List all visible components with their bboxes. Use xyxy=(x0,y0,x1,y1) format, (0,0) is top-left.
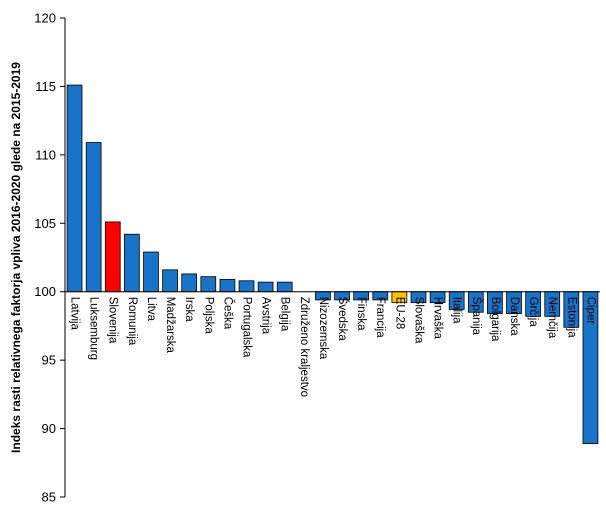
bar xyxy=(66,84,83,293)
category-label: Bolgarija xyxy=(489,297,501,342)
category-label: Ciper xyxy=(584,297,596,325)
category-label: Estonija xyxy=(565,297,577,339)
category-label: Portugalska xyxy=(240,297,252,358)
category-label: Litva xyxy=(145,297,157,322)
bar xyxy=(200,276,217,293)
category-label: Francija xyxy=(374,297,386,339)
category-label: Hrvaška xyxy=(432,297,444,340)
bars xyxy=(66,84,599,445)
y-tick-label: 95 xyxy=(42,353,56,368)
y-tick-label: 100 xyxy=(34,284,56,299)
y-tick-label: 85 xyxy=(42,490,56,505)
category-label: Irska xyxy=(183,297,195,323)
category-label: Nizozemska xyxy=(317,297,329,360)
category-label: Luksemburg xyxy=(88,297,100,360)
category-labels: Latvija Luksemburg Slovenija Romunija Litva M… xyxy=(69,297,597,397)
bar xyxy=(143,251,159,293)
bar xyxy=(276,281,293,293)
category-label: EU-28 xyxy=(393,297,405,330)
y-axis-title: Indeks rasti relativnega faktorja vpliva… xyxy=(9,62,23,453)
category-label: Nemčija xyxy=(546,297,558,339)
y-axis: 85 90 95 100 105 110 115 120 xyxy=(34,11,66,505)
category-label: Danska xyxy=(508,297,520,337)
y-tick-label: 110 xyxy=(35,147,56,162)
y-tick-label: 105 xyxy=(34,216,56,231)
category-label: Finska xyxy=(355,297,367,331)
category-label: Latvija xyxy=(69,297,81,331)
category-label: Slovaška xyxy=(412,297,424,344)
category-label: Češka xyxy=(221,297,234,330)
category-label: Madžarska xyxy=(164,297,176,354)
category-label: Slovenija xyxy=(107,297,119,344)
bar xyxy=(162,269,178,293)
y-tick-label: 90 xyxy=(42,421,56,436)
y-tick-label: 120 xyxy=(34,11,56,26)
category-label: Avstrija xyxy=(260,297,272,335)
category-label: Romunija xyxy=(126,297,138,346)
category-label: Belgija xyxy=(279,297,291,332)
bar xyxy=(104,221,121,293)
bar xyxy=(219,278,236,293)
category-label: Švedska xyxy=(336,297,349,342)
category-label: Združeno kraljestvo xyxy=(298,297,310,397)
y-tick-label: 115 xyxy=(35,79,56,94)
bar xyxy=(238,280,255,293)
bar xyxy=(85,142,102,293)
category-label: Italija xyxy=(451,297,463,324)
category-label: Grčija xyxy=(527,297,539,328)
bar xyxy=(124,233,140,293)
category-label: Španija xyxy=(470,297,483,336)
bar xyxy=(181,273,198,293)
bar xyxy=(257,281,274,293)
category-label: Poljska xyxy=(202,297,214,335)
